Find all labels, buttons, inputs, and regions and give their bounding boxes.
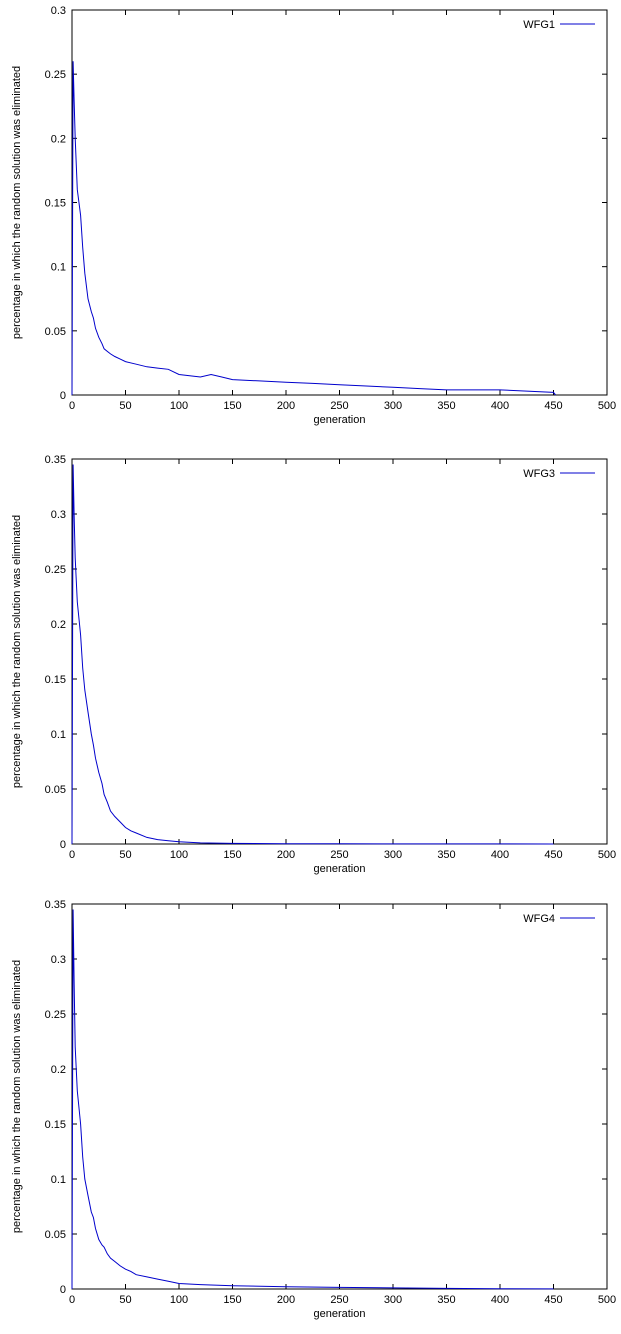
x-tick-label: 350 xyxy=(437,849,455,861)
x-tick-label: 250 xyxy=(330,849,348,861)
y-tick-label: 0.1 xyxy=(51,729,66,741)
x-tick-label: 300 xyxy=(384,849,402,861)
y-tick-label: 0 xyxy=(60,1284,66,1296)
x-tick-label: 400 xyxy=(491,1294,509,1306)
x-tick-label: 450 xyxy=(544,849,562,861)
y-axis-label: percentage in which the random solution … xyxy=(11,66,23,339)
y-tick-label: 0.25 xyxy=(45,564,66,576)
y-tick-label: 0.3 xyxy=(51,5,66,17)
series-line-wfg1 xyxy=(71,61,556,396)
x-tick-label: 300 xyxy=(384,400,402,412)
y-tick-label: 0.1 xyxy=(51,1174,66,1186)
x-tick-label: 450 xyxy=(544,1294,562,1306)
x-tick-label: 350 xyxy=(437,400,455,412)
x-tick-label: 250 xyxy=(330,1294,348,1306)
x-tick-label: 0 xyxy=(69,849,75,861)
x-tick-label: 500 xyxy=(598,400,616,412)
y-tick-label: 0.15 xyxy=(45,198,66,210)
series-line-wfg3 xyxy=(71,464,554,845)
x-tick-label: 100 xyxy=(170,400,188,412)
y-tick-label: 0.05 xyxy=(45,1229,66,1241)
x-axis-label: generation xyxy=(314,414,366,426)
x-tick-label: 200 xyxy=(277,1294,295,1306)
legend-label: WFG3 xyxy=(523,468,555,480)
chart-wfg4: 0 50 100 150 200 250 300 350 400 450 500 0 0.05 0.1 0.… xyxy=(0,894,621,1334)
plot-frame xyxy=(71,458,608,845)
x-tick-label: 150 xyxy=(223,849,241,861)
y-tick-label: 0.25 xyxy=(45,69,66,81)
y-axis-label: percentage in which the random solution … xyxy=(11,515,23,788)
y-tick-label: 0.05 xyxy=(45,784,66,796)
y-tick-label: 0.2 xyxy=(51,133,66,145)
chart-wfg4-svg: 0 50 100 150 200 250 300 350 400 450 500 0 0.05 0.1 0.… xyxy=(11,899,616,1320)
x-tick-label: 200 xyxy=(277,849,295,861)
y-tick-label: 0.2 xyxy=(51,619,66,631)
legend-label: WFG1 xyxy=(523,19,555,31)
y-tick-label: 0.15 xyxy=(45,1119,66,1131)
x-tick-label: 100 xyxy=(170,1294,188,1306)
x-tick-label: 50 xyxy=(119,1294,131,1306)
y-tick-label: 0 xyxy=(60,839,66,851)
x-tick-label: 200 xyxy=(277,400,295,412)
plot-frame xyxy=(71,9,608,396)
y-tick-label: 0.35 xyxy=(45,454,66,466)
x-tick-label: 300 xyxy=(384,1294,402,1306)
y-tick-label: 0.05 xyxy=(45,326,66,338)
chart-wfg3: 0 50 100 150 200 250 300 350 400 450 500 0 0.05 0.1 0.… xyxy=(0,449,621,889)
x-tick-label: 0 xyxy=(69,1294,75,1306)
x-tick-label: 500 xyxy=(598,849,616,861)
x-tick-label: 500 xyxy=(598,1294,616,1306)
y-tick-label: 0.3 xyxy=(51,509,66,521)
y-tick-label: 0.1 xyxy=(51,262,66,274)
y-axis-label: percentage in which the random solution … xyxy=(11,960,23,1233)
y-tick-label: 0.3 xyxy=(51,954,66,966)
y-tick-label: 0 xyxy=(60,390,66,402)
x-tick-label: 50 xyxy=(119,400,131,412)
x-tick-label: 50 xyxy=(119,849,131,861)
x-tick-label: 0 xyxy=(69,400,75,412)
chart-wfg3-svg: 0 50 100 150 200 250 300 350 400 450 500 0 0.05 0.1 0.… xyxy=(11,454,616,875)
chart-wfg1: 0 50 100 150 200 250 300 350 400 450 500 0 0.05 0.1 0.… xyxy=(0,0,621,440)
plot-frame xyxy=(71,903,608,1290)
x-tick-label: 150 xyxy=(223,400,241,412)
chart-wfg1-svg: 0 50 100 150 200 250 300 350 400 450 500 0 0.05 0.1 0.… xyxy=(11,5,616,426)
x-tick-label: 400 xyxy=(491,849,509,861)
y-tick-label: 0.15 xyxy=(45,674,66,686)
x-axis-label: generation xyxy=(314,863,366,875)
x-tick-label: 450 xyxy=(544,400,562,412)
y-tick-label: 0.2 xyxy=(51,1064,66,1076)
x-tick-label: 250 xyxy=(330,400,348,412)
legend-label: WFG4 xyxy=(523,913,555,925)
x-tick-label: 150 xyxy=(223,1294,241,1306)
x-tick-label: 350 xyxy=(437,1294,455,1306)
y-tick-label: 0.35 xyxy=(45,899,66,911)
x-tick-label: 100 xyxy=(170,849,188,861)
x-tick-label: 400 xyxy=(491,400,509,412)
x-axis-label: generation xyxy=(314,1308,366,1320)
y-tick-label: 0.25 xyxy=(45,1009,66,1021)
series-line-wfg4 xyxy=(71,909,554,1290)
